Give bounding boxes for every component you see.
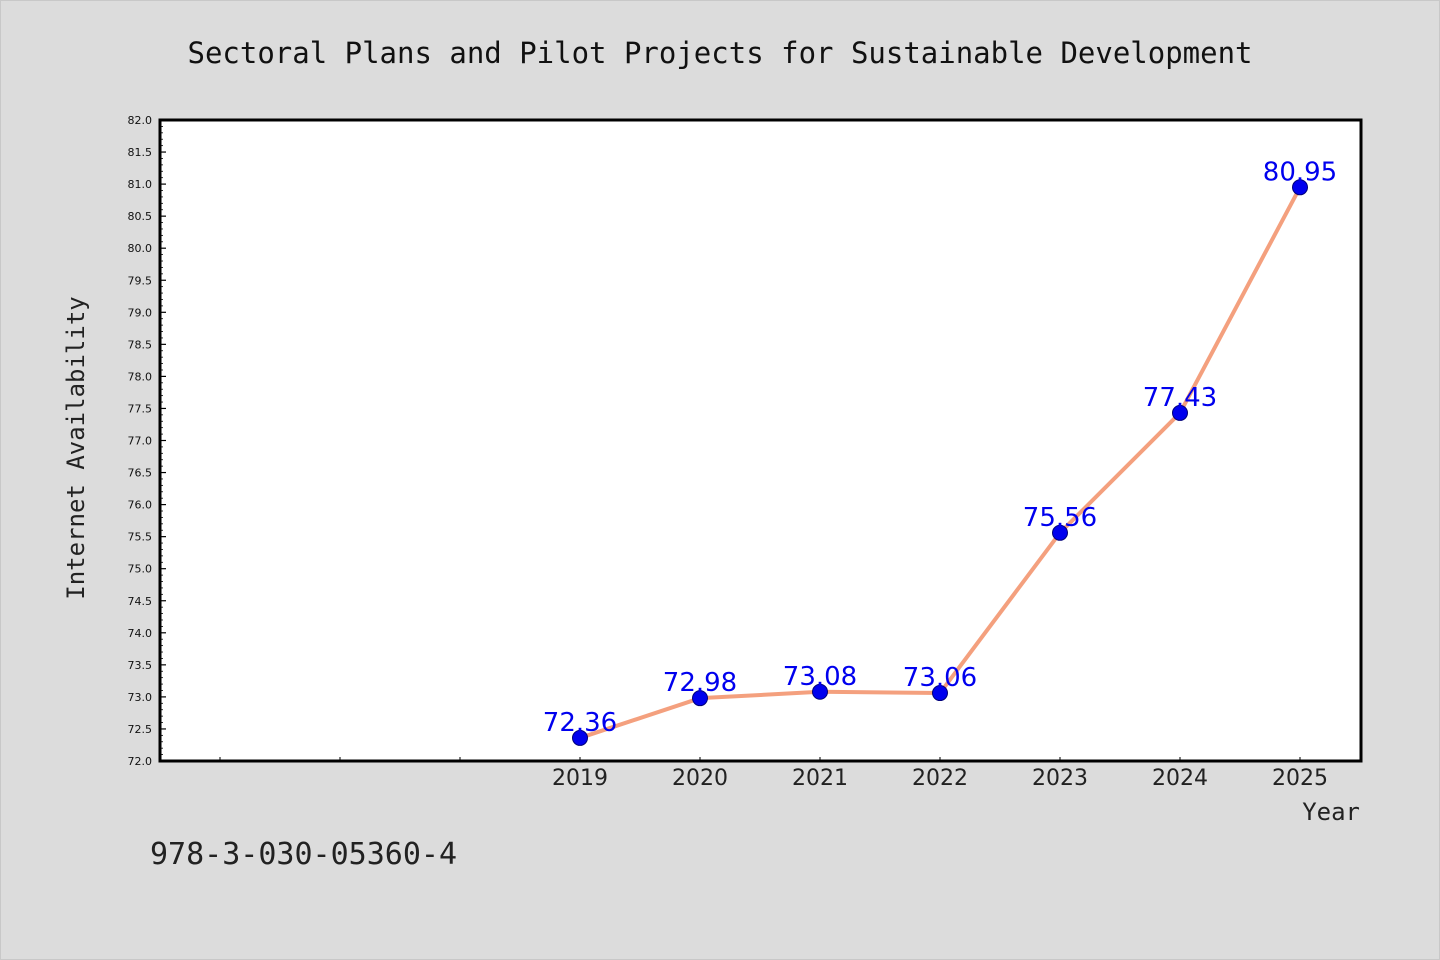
- data-point: [572, 729, 588, 746]
- data-label: 73.08: [783, 662, 857, 692]
- y-tick-label: 76.5: [128, 467, 153, 480]
- data-label: 72.36: [543, 708, 617, 738]
- data-point: [932, 685, 948, 702]
- y-tick-label: 80.0: [128, 242, 153, 255]
- y-axis-title: Internet Availability: [62, 296, 90, 599]
- y-tick-label: 74.0: [128, 627, 153, 640]
- chart-title: Sectoral Plans and Pilot Projects for Su…: [187, 36, 1252, 70]
- y-tick-label: 80.5: [128, 210, 153, 223]
- x-tick-label: 2020: [672, 766, 728, 791]
- x-axis: 2019 2020 2021 2022 2023 2024 2025: [219, 757, 1328, 791]
- x-tick-label: 2019: [552, 766, 608, 791]
- x-tick-label: 2023: [1032, 766, 1088, 791]
- data-label: 73.06: [903, 663, 977, 693]
- x-tick-label: 2021: [792, 766, 848, 791]
- y-tick-label: 78.0: [128, 370, 153, 383]
- y-tick-label: 78.5: [128, 338, 153, 351]
- plot-area: [158, 118, 1363, 763]
- data-label: 75.56: [1023, 503, 1097, 533]
- y-tick-label: 75.0: [128, 563, 153, 576]
- x-tick-label: 2022: [912, 766, 968, 791]
- y-tick-label: 81.5: [128, 146, 153, 159]
- data-label: 77.43: [1143, 383, 1217, 413]
- y-tick-label: 82.0: [128, 114, 153, 127]
- y-tick-label: 72.0: [128, 755, 153, 768]
- y-tick-label: 73.5: [128, 659, 153, 672]
- data-point: [1052, 524, 1068, 541]
- y-tick-label: 75.5: [128, 531, 153, 544]
- data-point: [1292, 179, 1308, 196]
- data-point: [692, 690, 708, 707]
- data-point: [1172, 404, 1188, 421]
- y-tick-label: 81.0: [128, 178, 153, 191]
- y-tick-label: 79.0: [128, 306, 153, 319]
- isbn-text: 978-3-030-05360-4: [150, 837, 457, 872]
- y-tick-label: 76.0: [128, 499, 153, 512]
- x-tick-label: 2024: [1152, 766, 1208, 791]
- y-tick-label: 72.5: [128, 723, 153, 736]
- y-tick-label: 74.5: [128, 595, 153, 608]
- y-tick-label: 77.0: [128, 435, 153, 448]
- data-point: [812, 683, 828, 700]
- data-label: 72.98: [663, 668, 737, 698]
- data-label: 80.95: [1263, 157, 1337, 187]
- y-tick-label: 77.5: [128, 402, 153, 415]
- y-axis: 72.0 72.5 73.0 73.5 74.0 74.5 75.0 75.5 76.0 76.5…: [128, 114, 166, 768]
- x-axis-title: Year: [1302, 798, 1360, 826]
- y-tick-label: 73.0: [128, 691, 153, 704]
- series-group: 72.36 72.98 73.08 73.06 75.56 77.43 80.95: [543, 157, 1337, 746]
- y-tick-label: 79.5: [128, 274, 153, 287]
- x-tick-label: 2025: [1272, 766, 1328, 791]
